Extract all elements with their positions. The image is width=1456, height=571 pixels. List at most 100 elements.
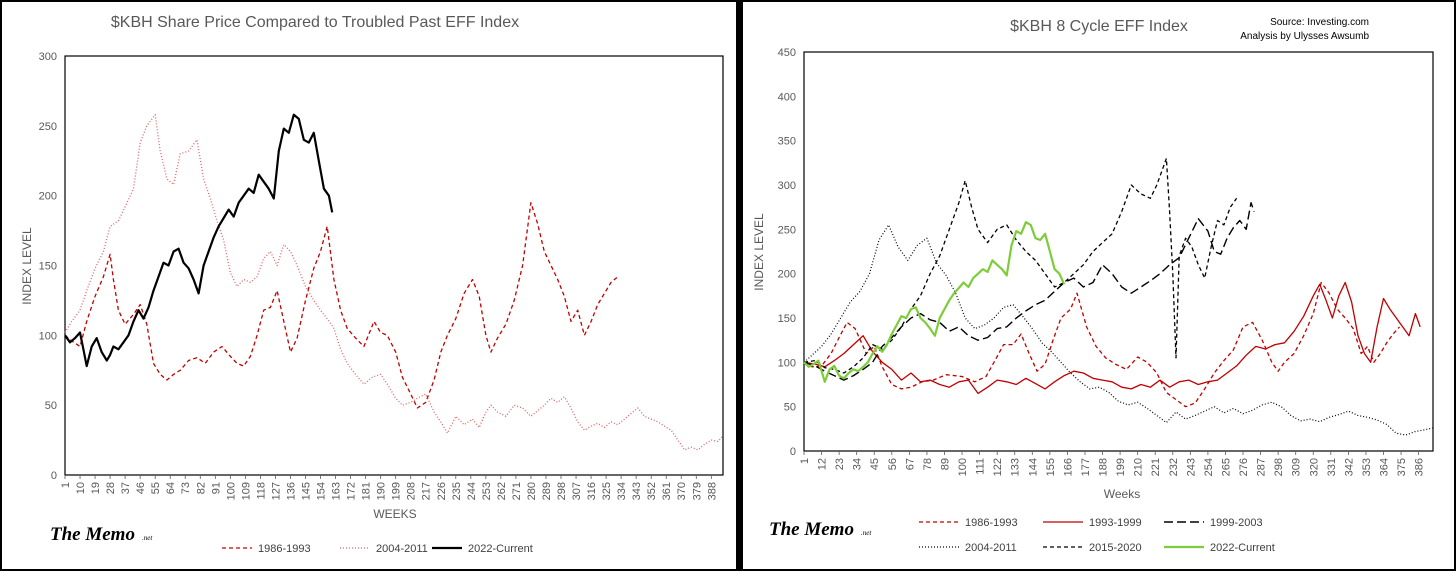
right-series-line-2004-2011 [803,224,1434,436]
left-x-tick-label: 199 [391,482,403,500]
left-x-tick-label: 262 [496,482,508,500]
right-x-tick-label: 45 [869,458,881,470]
right-x-tick-label: 287 [1256,458,1268,476]
right-legend-item: 1999-2003 [1164,517,1263,529]
right-legend-label: 2004-2011 [965,542,1017,554]
left-x-tick-label: 217 [421,482,433,500]
right-y-tick-label: 150 [778,313,796,325]
left-x-tick-label: 19 [90,482,102,494]
right-legend-item: 2022-Current [1164,542,1275,554]
left-series-line-2004-2011 [64,114,724,451]
right-x-tick-label: 111 [975,458,987,475]
right-y-tick-label: 450 [778,47,796,59]
source-line-1: Source: Investing.com [1270,17,1369,28]
left-legend-label: 1986-1993 [258,543,311,555]
right-legend-label: 1993-1999 [1089,517,1142,529]
left-x-tick-label: 307 [571,482,583,500]
right-x-tick-label: 78 [922,458,934,470]
left-x-tick-label: 64 [165,482,177,494]
right-x-tick-label: 364 [1379,458,1391,476]
right-y-tick-label: 250 [778,224,796,236]
left-x-tick-label: 208 [406,482,418,500]
left-x-tick-label: 100 [225,482,237,500]
source-line-2: Analysis by Ulysses Awsumb [1240,31,1369,42]
right-x-tick-label: 166 [1062,458,1074,476]
left-chart-title: $KBH Share Price Compared to Troubled Pa… [111,14,519,31]
right-x-tick-label: 342 [1343,458,1355,476]
right-x-tick-label: 210 [1133,458,1145,476]
left-x-tick-label: 1 [60,482,72,488]
right-x-tick-label: 254 [1203,458,1215,476]
right-x-tick-label: 122 [992,458,1004,476]
right-y-tick-label: 100 [778,357,796,369]
left-legend-item: 2004-2011 [340,543,428,555]
left-x-tick-label: 181 [361,482,373,500]
right-x-tick-label: 34 [852,458,864,470]
left-logo-suffix: .net [142,534,153,542]
left-x-tick-label: 379 [691,482,703,500]
left-x-tick-label: 388 [706,482,718,500]
left-x-tick-label: 109 [240,482,252,500]
left-x-tick-label: 325 [601,482,613,500]
right-x-tick-label: 67 [904,458,916,470]
right-logo-suffix: .net [861,529,872,537]
right-x-tick-label: 133 [1010,458,1022,476]
right-x-tick-label: 386 [1414,458,1426,476]
left-logo: The Memo .net [50,524,153,545]
left-y-tick-label: 250 [39,121,57,133]
left-x-tick-label: 55 [150,482,162,494]
right-x-tick-label: 232 [1168,458,1180,476]
left-x-tick-label: 154 [316,482,328,500]
left-series-line-2022-current [64,113,334,368]
left-x-tick-label: 190 [376,482,388,500]
right-x-tick-label: 56 [887,458,899,470]
right-x-tick-label: 320 [1308,458,1320,476]
left-x-axis-label: WEEKS [373,507,416,521]
left-x-tick-label: 37 [120,482,132,494]
left-x-tick-label: 298 [556,482,568,500]
left-chart: $KBH Share Price Compared to Troubled Pa… [20,14,724,555]
right-x-tick-label: 1 [799,458,811,464]
right-y-tick-label: 400 [778,91,796,103]
left-y-tick-label: 200 [39,191,57,203]
right-legend-label: 2015-2020 [1089,542,1142,554]
left-logo-text: The Memo [50,524,135,545]
right-y-tick-label: 50 [784,402,796,414]
left-x-tick-label: 280 [526,482,538,500]
right-x-tick-label: 188 [1098,458,1110,476]
right-x-tick-label: 331 [1326,458,1338,476]
right-plot-frame [803,51,1434,452]
right-x-tick-label: 89 [939,458,951,470]
right-logo-text: The Memo [769,519,854,540]
right-legend-label: 2022-Current [1210,542,1275,554]
left-x-tick-label: 28 [105,482,117,494]
left-x-tick-label: 118 [255,482,267,500]
left-legend-label: 2022-Current [468,543,533,555]
right-y-tick-label: 350 [778,136,796,148]
left-x-tick-label: 334 [616,482,628,500]
right-legend-item: 2004-2011 [919,542,1017,554]
left-x-tick-label: 145 [300,482,312,500]
right-legend-item: 2015-2020 [1043,542,1142,554]
right-series-line-2015-2020 [803,157,1238,374]
right-x-tick-label: 265 [1220,458,1232,476]
left-legend-item: 1986-1993 [222,543,311,555]
left-legend-item: 2022-Current [432,543,533,555]
right-series-line-1993-1999 [803,281,1421,395]
right-x-tick-label: 155 [1045,458,1057,476]
right-x-tick-label: 23 [834,458,846,470]
left-x-tick-label: 136 [285,482,297,500]
right-y-tick-label: 200 [778,269,796,281]
right-x-tick-label: 309 [1291,458,1303,476]
right-y-tick-label: 0 [790,446,796,458]
right-x-tick-label: 12 [817,458,829,470]
left-x-tick-label: 352 [646,482,658,500]
panel-divider [738,0,741,571]
left-y-tick-label: 150 [39,261,57,273]
right-x-tick-label: 177 [1080,458,1092,476]
left-plot-frame [64,55,724,476]
right-x-tick-label: 100 [957,458,969,476]
right-y-axis-label: INDEX LEVEL [752,213,766,291]
left-x-tick-label: 91 [210,482,222,494]
left-y-axis-label: INDEX LEVEL [20,227,34,305]
